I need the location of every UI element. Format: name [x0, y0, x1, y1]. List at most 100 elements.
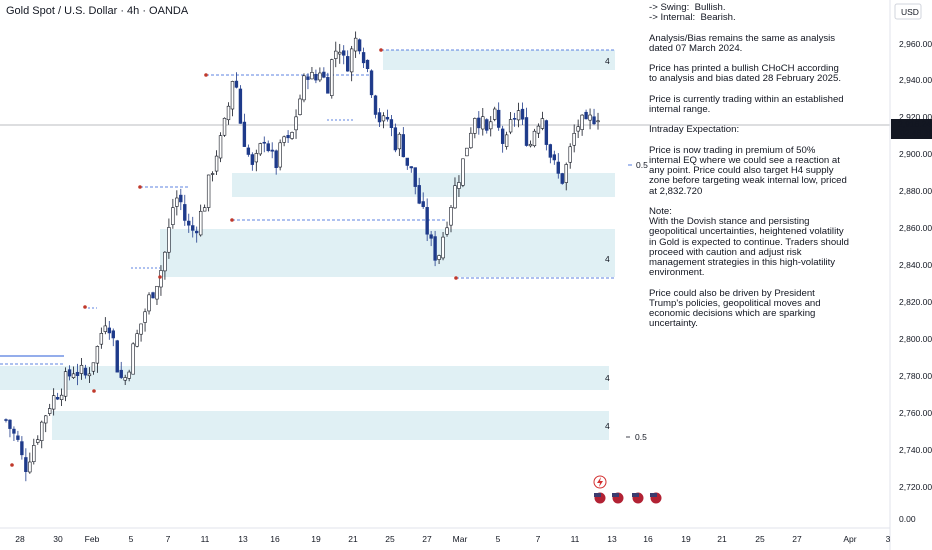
candle: [449, 204, 453, 233]
candle: [584, 109, 588, 120]
candle: [111, 328, 115, 347]
time-tick-label: 16: [643, 534, 653, 544]
price-tick-label: 2,820.000: [899, 297, 932, 307]
candle: [302, 73, 306, 103]
candle: [485, 118, 489, 134]
candle: [202, 204, 207, 212]
price-tick-label: 2,880.000: [899, 186, 932, 196]
us-flag-icon[interactable]: [649, 491, 663, 505]
candle: [55, 392, 60, 401]
candle: [179, 188, 183, 211]
time-tick-label: 5: [129, 534, 134, 544]
candle: [306, 73, 310, 90]
note-paragraph: Price is currently trading within an est…: [649, 93, 847, 115]
time-tick-label: 11: [201, 534, 210, 544]
candle: [218, 132, 223, 163]
candle: [12, 426, 16, 441]
candle: [532, 128, 537, 148]
swing-point: [10, 463, 14, 467]
candle: [326, 72, 330, 94]
price-tick-label: 2,720.000: [899, 482, 932, 492]
candle: [346, 50, 350, 72]
candle: [8, 419, 12, 438]
candle: [131, 342, 135, 375]
candle: [151, 291, 155, 299]
candle: [191, 216, 195, 238]
candle: [413, 167, 417, 195]
candle: [266, 140, 270, 153]
candle: [508, 112, 513, 135]
us-flag-icon[interactable]: [593, 491, 607, 505]
candle: [445, 221, 449, 237]
note-paragraph: Price could also be driven by President …: [649, 287, 824, 330]
time-tick-label: 28: [15, 534, 25, 544]
time-tick-label: 13: [607, 534, 617, 544]
analysis-note: -> Swing: Bullish. -> Internal: Bearish.…: [649, 2, 850, 340]
price-tick-label: 0.00: [899, 514, 916, 524]
candle: [576, 119, 580, 139]
candle: [139, 323, 143, 342]
candle: [226, 102, 231, 125]
candle: [540, 111, 545, 131]
candle: [183, 194, 187, 226]
us-flag-icon[interactable]: [631, 491, 645, 505]
candle: [175, 190, 179, 216]
candle: [206, 174, 211, 212]
time-tick-label: 19: [681, 534, 691, 544]
candle: [51, 388, 56, 416]
candle: [564, 162, 568, 191]
event-icons[interactable]: [593, 475, 663, 505]
candle: [262, 136, 266, 153]
current-price-label: 2,916.240: [898, 119, 932, 129]
note-paragraph: Price is now trading in premium of 50% i…: [649, 144, 850, 197]
candle: [107, 320, 111, 340]
chart-title: Gold Spot / U.S. Dollar · 4h · OANDA: [6, 5, 189, 17]
zone-marker: 4: [605, 56, 610, 66]
candle: [171, 198, 175, 229]
candle: [596, 112, 600, 130]
candle: [338, 43, 342, 64]
currency-box[interactable]: [894, 3, 922, 20]
candle: [572, 124, 576, 153]
candle: [294, 109, 298, 139]
candle: [71, 366, 76, 379]
candle: [91, 362, 96, 375]
swing-point: [379, 48, 383, 52]
us-flag-icon[interactable]: [611, 491, 625, 505]
candle: [28, 452, 32, 474]
candle: [115, 339, 119, 373]
price-tick-label: 2,920.000: [899, 112, 932, 122]
candle: [560, 172, 564, 185]
swing-point: [454, 276, 458, 280]
candle: [425, 198, 429, 242]
candle: [592, 108, 596, 126]
candle: [155, 285, 159, 305]
candle: [580, 114, 584, 136]
candle: [230, 80, 235, 117]
candle: [361, 47, 366, 69]
candle: [40, 420, 44, 449]
time-tick-label: 7: [536, 534, 541, 544]
swing-point: [138, 185, 142, 189]
candle: [373, 94, 378, 119]
price-tick-label: 2,740.000: [899, 445, 932, 455]
candle: [489, 116, 493, 137]
time-tick-label: 21: [348, 534, 358, 544]
candle: [16, 430, 20, 442]
candle: [334, 41, 338, 68]
time-tick-label: 7: [166, 534, 171, 544]
candle: [67, 365, 72, 381]
time-tick-label: 11: [571, 534, 580, 544]
candle: [127, 369, 131, 382]
candle: [282, 135, 286, 147]
time-tick-label: 3: [886, 534, 891, 544]
currency-label: USD: [901, 7, 919, 17]
note-paragraph: Analysis/Bias remains the same as analys…: [649, 32, 838, 54]
candle: [441, 231, 445, 261]
candle: [187, 213, 191, 233]
candle: [588, 108, 592, 130]
candle: [429, 230, 433, 247]
time-tick-label: 16: [270, 534, 280, 544]
candle: [536, 123, 541, 138]
